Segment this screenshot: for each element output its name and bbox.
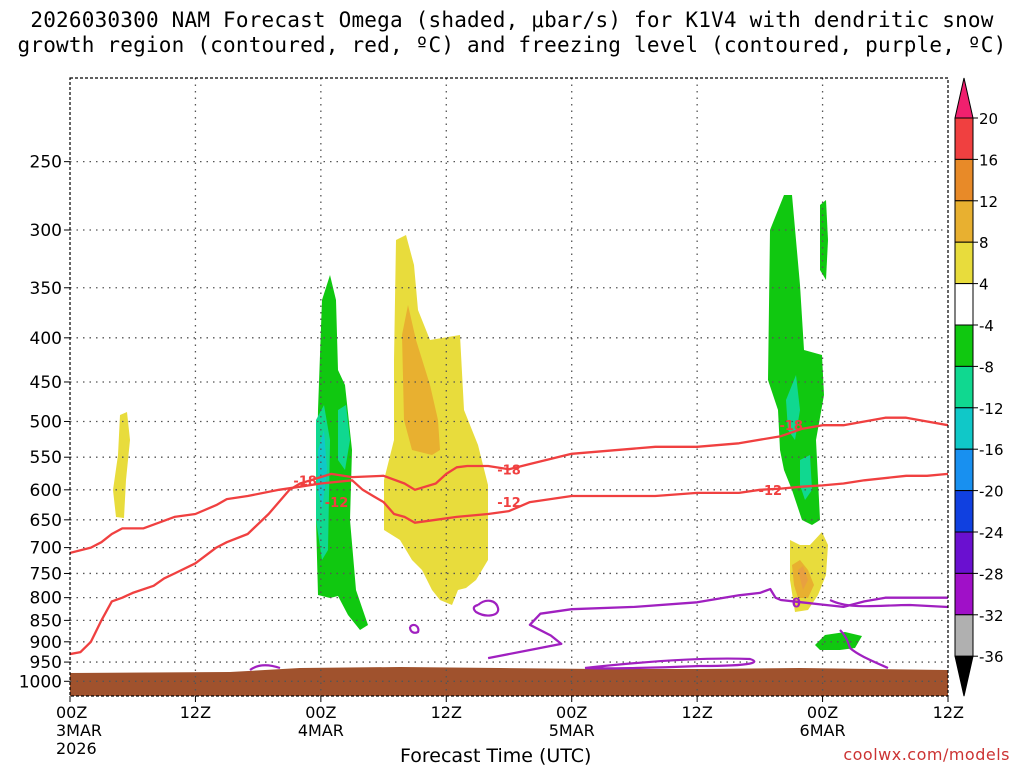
- omega-shade-pos8-a: [402, 305, 440, 455]
- colorbar-label: 20: [979, 110, 998, 128]
- dendritic-contour-minus12: [70, 472, 948, 555]
- y-tick-label: 650: [30, 511, 62, 531]
- x-tick-label: 12Z: [933, 703, 964, 722]
- contour-label: -18: [779, 419, 803, 434]
- x-tick-date-label: 3MAR: [56, 721, 102, 740]
- x-tick-year-label: 2026: [56, 739, 97, 758]
- colorbar-swatch: [954, 200, 974, 243]
- colorbar-swatch: [954, 158, 974, 202]
- omega-shade-neg12-b: [338, 405, 350, 470]
- colorbar-swatch: [954, 448, 974, 492]
- y-tick-label: 700: [30, 539, 62, 559]
- source-credit: coolwx.com/models: [843, 745, 1010, 764]
- y-tick-label: 250: [30, 153, 62, 173]
- y-tick-label: 1000: [19, 672, 62, 692]
- colorbar-label: -8: [979, 358, 994, 376]
- y-tick-label: 500: [30, 412, 62, 432]
- omega-shade-neg8-d: [815, 632, 862, 650]
- omega-shade-neg12-c: [786, 375, 800, 440]
- colorbar-swatch: [954, 241, 974, 285]
- colorbar-label: 16: [979, 151, 998, 169]
- y-tick-label: 750: [30, 564, 62, 584]
- colorbar-swatch: [954, 324, 974, 367]
- contour-label: 0: [792, 596, 801, 611]
- chart-title-line-1: 2026030300 NAM Forecast Omega (shaded, μ…: [30, 8, 994, 32]
- x-tick-date-label: 6MAR: [800, 721, 846, 740]
- freezing-level-fragment-b: [584, 599, 948, 670]
- colorbar-label: -12: [979, 400, 1004, 418]
- y-tick-label: 550: [30, 448, 62, 468]
- y-tick-label: 900: [30, 633, 62, 653]
- y-tick-label: 300: [30, 221, 62, 241]
- axes: 2503003504004505005506006507007508008509…: [19, 77, 964, 758]
- x-tick-date-label: 4MAR: [298, 721, 344, 740]
- colorbar-top-arrow: [954, 77, 974, 119]
- colorbar-label: -24: [979, 524, 1004, 542]
- omega-shade-neg12-d: [800, 455, 812, 500]
- colorbar-bottom-arrow: [954, 655, 974, 697]
- x-tick-label: 12Z: [180, 703, 211, 722]
- y-tick-label: 450: [30, 373, 62, 393]
- x-tick-date-label: 5MAR: [549, 721, 595, 740]
- x-tick-label: 00Z: [56, 703, 87, 722]
- y-tick-label: 950: [30, 653, 62, 673]
- x-tick-label: 00Z: [807, 703, 838, 722]
- colorbar-label: -36: [979, 648, 1004, 666]
- omega-shade-neg8-b: [768, 195, 824, 525]
- colorbar-swatch: [954, 117, 974, 160]
- colorbar: 20 16 12 8 4 -4 -8 -12 -16 -20 -24 -28 -32 -36: [954, 77, 1004, 697]
- terrain-surface: [70, 667, 948, 696]
- chart-title-line-2: growth region (contoured, red, ºC) and f…: [17, 33, 1007, 57]
- colorbar-swatch: [954, 572, 974, 616]
- y-tick-label: 850: [30, 611, 62, 631]
- x-tick-label: 12Z: [431, 703, 462, 722]
- dendritic-contour-minus18: [70, 416, 948, 656]
- y-tick-label: 400: [30, 329, 62, 349]
- contour-label: -12: [497, 496, 521, 511]
- x-tick-label: 12Z: [681, 703, 712, 722]
- plot-frame: [69, 77, 949, 697]
- x-axis-title: Forecast Time (UTC): [400, 745, 592, 767]
- contour-layer: -18-18-18-12 -12-120: [70, 416, 948, 671]
- y-tick-label: 600: [30, 481, 62, 501]
- colorbar-swatch: [954, 614, 974, 657]
- x-tick-label: 00Z: [556, 703, 587, 722]
- freezing-level-fragment-a: [249, 599, 500, 671]
- omega-shading-layer: [70, 195, 948, 696]
- colorbar-label: -4: [979, 317, 994, 335]
- omega-shade-neg8-c: [820, 200, 828, 280]
- contour-label: -18: [497, 463, 521, 478]
- colorbar-label: -20: [979, 483, 1004, 501]
- colorbar-swatch: [954, 365, 974, 409]
- colorbar-label: 12: [979, 193, 998, 211]
- colorbar-label: 8: [979, 234, 989, 252]
- y-tick-label: 350: [30, 279, 62, 299]
- colorbar-swatch: [954, 490, 974, 533]
- colorbar-label: -28: [979, 565, 1004, 583]
- colorbar-swatch: [954, 283, 974, 326]
- x-tick-label: 00Z: [305, 703, 336, 722]
- omega-shade-pos12: [798, 566, 808, 590]
- colorbar-label: 4: [979, 276, 989, 294]
- y-tick-label: 800: [30, 589, 62, 609]
- freezing-level-contour: [487, 587, 948, 660]
- colorbar-swatch: [954, 407, 974, 450]
- grid-lines: [70, 78, 948, 696]
- contour-label: -12: [759, 484, 783, 499]
- contour-label: -12: [325, 496, 349, 511]
- colorbar-label: -32: [979, 607, 1004, 625]
- omega-shade-pos4-b: [113, 412, 130, 518]
- colorbar-label: -16: [979, 441, 1004, 459]
- colorbar-swatch: [954, 531, 974, 574]
